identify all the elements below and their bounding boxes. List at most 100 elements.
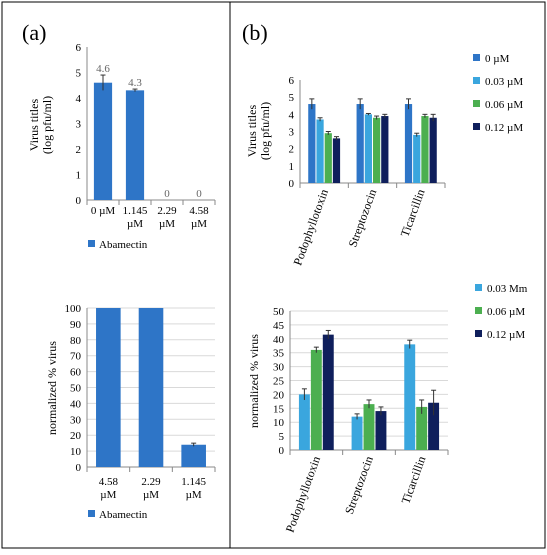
legend-swatch <box>473 54 480 61</box>
legend-label: 0.06 µM <box>487 306 525 318</box>
y-axis-title-line: Virus titles <box>245 105 259 158</box>
y-tick-label: 5 <box>76 68 82 80</box>
bar <box>404 104 413 183</box>
y-tick-label: 50 <box>273 306 285 318</box>
y-tick-label: 10 <box>70 446 82 458</box>
y-tick-label: 15 <box>273 403 285 415</box>
y-tick-label: 1 <box>76 170 82 182</box>
y-tick-label: 40 <box>70 398 82 410</box>
bar <box>332 138 341 183</box>
chart-b-top: 0 1 2 3 4 5 6 Virus titles(log pfu/ml) Podophyll… <box>245 53 523 267</box>
panel-b-label: (b) <box>242 20 268 45</box>
legend-label: 0.06 µM <box>485 99 523 111</box>
data-label: 4.6 <box>96 63 110 75</box>
bar <box>364 114 372 183</box>
bar <box>138 308 164 467</box>
y-tick-label: 2 <box>76 144 82 156</box>
y-tick-label: 25 <box>273 376 285 388</box>
bar <box>421 116 429 183</box>
bar <box>375 411 387 450</box>
legend-label: Abamectin <box>99 509 148 521</box>
legend-label: 0 µM <box>485 53 510 65</box>
x-tick-label: µM <box>159 218 175 230</box>
y-tick-label: 20 <box>273 389 285 401</box>
y-tick-label: 100 <box>65 303 82 315</box>
y-tick-label: 10 <box>273 417 285 429</box>
bar <box>428 402 440 450</box>
legend-label: 0.12 µM <box>487 329 525 341</box>
y-tick-label: 6 <box>76 42 82 54</box>
x-tick-label: 1.145 <box>123 205 148 217</box>
bar <box>322 334 334 450</box>
bar <box>381 116 389 183</box>
y-axis-title: Virus titles(log pfu/ml) <box>245 102 272 160</box>
bar <box>351 416 363 450</box>
x-tick-label: 1.145 <box>181 476 206 488</box>
bar <box>125 90 145 200</box>
y-tick-label: 50 <box>70 383 82 395</box>
panel-a-label: (a) <box>22 20 46 45</box>
y-axis-title-line: (log pfu/ml) <box>258 102 272 160</box>
legend-swatch <box>473 100 480 107</box>
y-tick-label: 5 <box>279 431 285 443</box>
x-tick-label: Podophyllotoxin <box>290 187 331 267</box>
data-label: 4.3 <box>128 77 142 89</box>
bar <box>310 349 322 450</box>
x-tick-label: µM <box>127 218 143 230</box>
y-tick-label: 40 <box>273 334 285 346</box>
y-tick-label: 45 <box>273 320 285 332</box>
legend-label: 0.03 Mm <box>487 283 528 295</box>
bar <box>356 104 364 183</box>
y-tick-label: 1 <box>289 161 295 173</box>
bar <box>324 133 332 183</box>
y-tick-label: 6 <box>289 75 295 87</box>
bar <box>181 444 206 467</box>
legend-swatch <box>475 284 482 291</box>
data-label: 0 <box>196 188 202 200</box>
y-tick-label: 0 <box>76 195 82 207</box>
x-tick-label: µM <box>143 489 159 501</box>
bar <box>413 134 421 183</box>
x-tick-label: µM <box>186 489 202 501</box>
legend-label: 0.12 µM <box>485 122 523 134</box>
legend-label: 0.03 µM <box>485 76 523 88</box>
y-tick-label: 3 <box>76 119 82 131</box>
chart-a-bottom: 0 10 20 30 40 50 60 70 80 90 100 normalized % virus… <box>45 303 216 521</box>
y-tick-label: 0 <box>289 178 295 190</box>
x-tick-label: Ticarcillin <box>398 454 428 505</box>
bar <box>416 406 428 450</box>
y-axis-title: normalized % virus <box>247 334 261 428</box>
bar <box>298 394 310 450</box>
y-tick-label: 30 <box>70 414 82 426</box>
bar <box>363 404 375 450</box>
x-tick-label: 4.58 <box>189 205 209 217</box>
y-tick-label: 30 <box>273 362 285 374</box>
y-axis-title: normalized % virus <box>45 341 59 435</box>
x-tick-label: 0 µM <box>91 205 116 217</box>
x-tick-label: Streptozocin <box>345 187 379 249</box>
x-tick-label: µM <box>191 218 207 230</box>
y-axis-title-line: normalized % virus <box>45 341 59 435</box>
y-tick-label: 90 <box>70 319 82 331</box>
bar <box>308 104 316 183</box>
y-axis-title-line: Virus titles <box>27 99 41 152</box>
x-tick-label: 2.29 <box>157 205 177 217</box>
bar <box>316 119 324 183</box>
y-axis-title-line: normalized % virus <box>247 334 261 428</box>
y-tick-label: 4 <box>76 93 82 105</box>
x-tick-label: Podophyllotoxin <box>283 454 324 534</box>
y-tick-label: 2 <box>289 144 295 156</box>
y-tick-label: 0 <box>279 445 285 457</box>
data-label: 0 <box>164 188 170 200</box>
legend-label: Abamectin <box>99 239 148 251</box>
legend-swatch <box>475 330 482 337</box>
x-tick-label: Ticarcillin <box>398 187 428 238</box>
y-tick-label: 70 <box>70 351 82 363</box>
legend-swatch <box>473 123 480 130</box>
y-tick-label: 4 <box>289 109 295 121</box>
bar <box>429 117 437 183</box>
